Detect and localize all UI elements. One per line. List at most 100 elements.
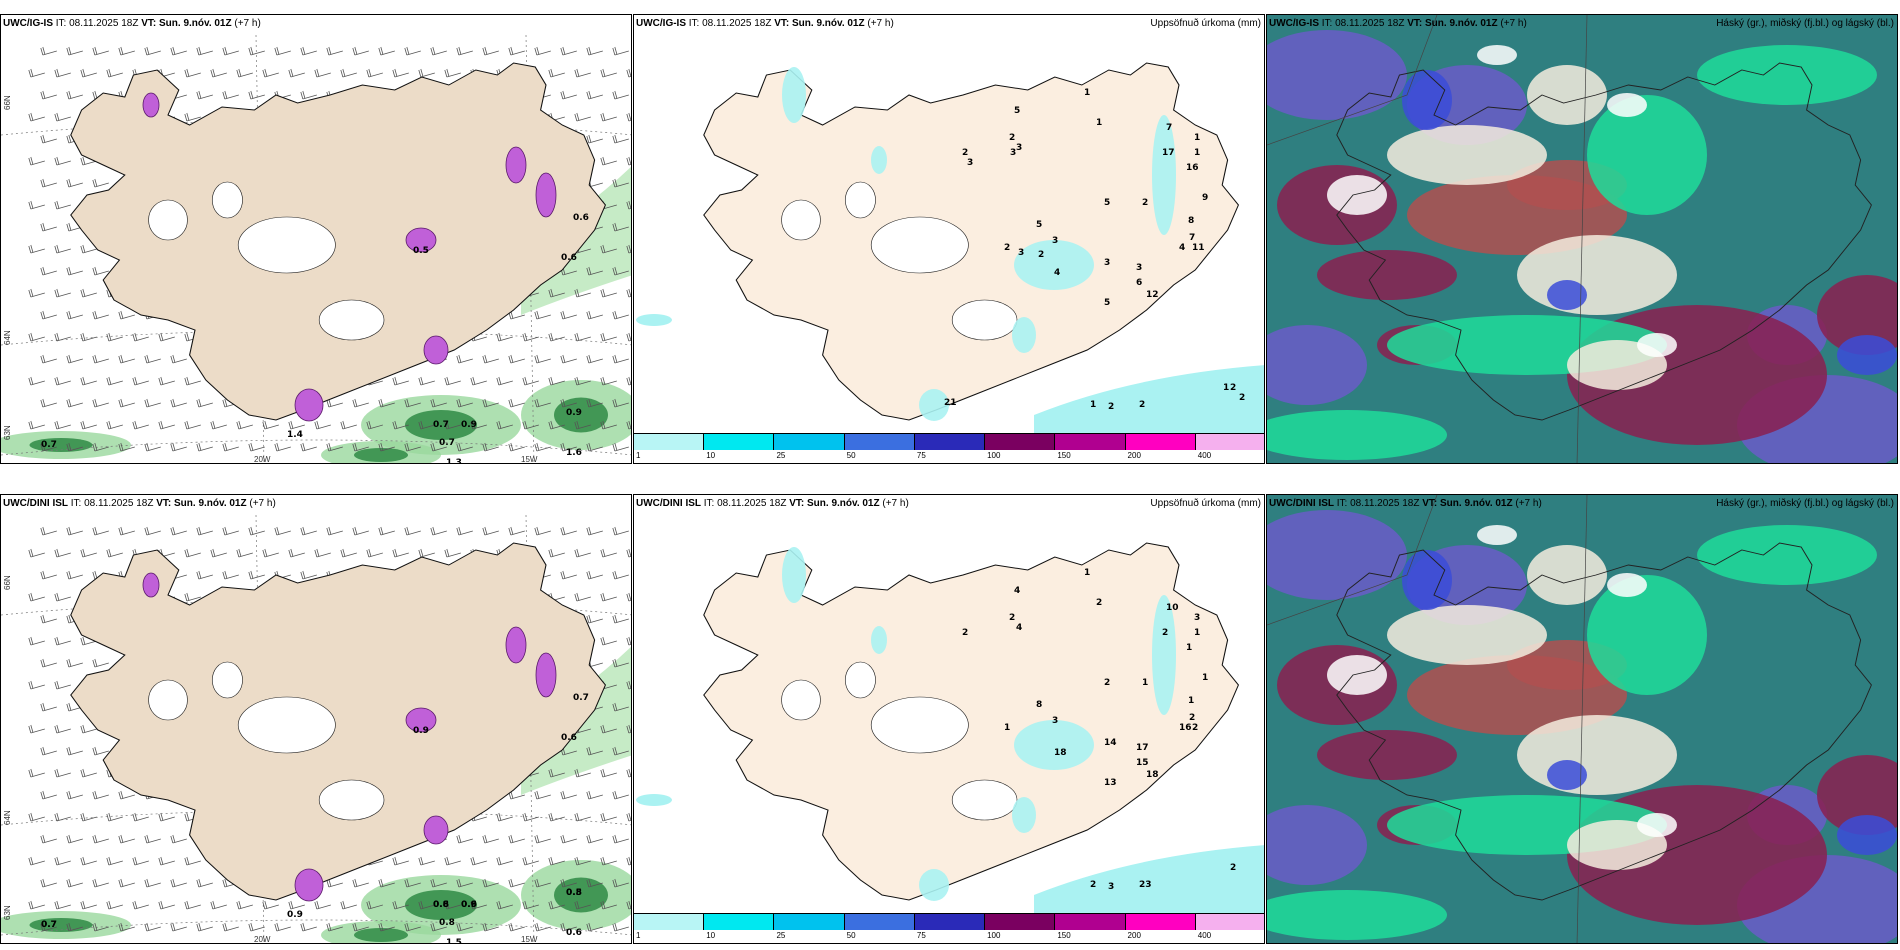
wind-barb	[600, 156, 617, 166]
colorbar-swatch	[1195, 434, 1264, 450]
wind-barb	[196, 878, 213, 888]
precip-value-label: 1	[1202, 673, 1208, 683]
cloud-layer-area	[1517, 235, 1677, 315]
precip-area-light	[1012, 797, 1036, 833]
wind-barb	[106, 548, 123, 558]
wind-barb	[184, 376, 201, 386]
wind-barb	[92, 790, 109, 800]
precip-area-light	[871, 626, 887, 654]
precip-value-label: 10	[1166, 603, 1179, 613]
precip-value-label: 18	[1054, 748, 1067, 758]
wind-barb	[418, 856, 435, 866]
wind-barb	[626, 636, 631, 646]
colorbar-tick-label: 100	[987, 931, 1001, 940]
wind-barb	[92, 922, 109, 932]
wind-barb	[626, 420, 631, 430]
wind-barb	[508, 354, 525, 364]
wind-barb	[600, 288, 617, 298]
wind-barb	[92, 354, 109, 364]
glacier-patch	[951, 779, 1018, 821]
wind-barb	[352, 398, 369, 408]
cloud-layer-area	[1387, 125, 1547, 185]
wind-barb	[248, 570, 265, 580]
wind-barb	[66, 354, 83, 364]
precip-value-label: 2	[1230, 863, 1236, 873]
wind-barb	[560, 398, 577, 408]
wind-barb	[586, 310, 603, 320]
wind-barb	[626, 376, 631, 386]
wind-barb	[548, 332, 565, 342]
wind-barb	[612, 398, 629, 408]
wind-barb	[340, 420, 357, 430]
precip-value-label: 15	[1136, 758, 1149, 768]
precip-value-label: 1	[1194, 133, 1200, 143]
lat-label-63n: 63N	[3, 425, 12, 440]
wind-barb	[132, 812, 149, 822]
precip-value-labels: 0.70.90.50.80.60.90.70.60.90.81.50.70.60…	[41, 693, 589, 943]
wind-barb	[508, 922, 525, 932]
wind-barb	[80, 420, 97, 430]
precip-value-label: 0.7	[439, 438, 455, 448]
wind-barb	[470, 376, 487, 386]
wind-barb	[288, 900, 305, 910]
precip-value-label: 0.6	[461, 900, 477, 910]
wind-barb	[170, 46, 187, 56]
precip-value-label: 14	[1104, 738, 1117, 748]
precip-value-label: 0.7	[573, 693, 589, 703]
boundary-line	[1267, 495, 1438, 626]
colorbar-swatch	[914, 914, 986, 930]
wind-barb	[612, 834, 629, 844]
wind-barb	[326, 878, 343, 888]
precip-value-label: 5	[1014, 106, 1020, 116]
wind-barb	[482, 46, 499, 56]
wind-barb	[404, 922, 421, 932]
wind-barb	[626, 592, 631, 602]
cloud-layer-area	[1402, 550, 1452, 610]
wind-barb	[106, 812, 123, 822]
cloud-layer-area	[1837, 815, 1897, 855]
wind-barb	[236, 548, 253, 558]
precip-value-label: 13	[1104, 778, 1117, 788]
precip-value-label: 0.7	[41, 920, 57, 930]
wind-barb	[626, 812, 631, 822]
wind-barb	[222, 570, 239, 580]
wind-barb	[196, 398, 213, 408]
wind-barb	[54, 288, 71, 298]
wind-barb	[626, 332, 631, 342]
wind-barb	[144, 526, 161, 536]
colorbar-tick-label: 150	[1057, 451, 1071, 460]
wind-barb	[40, 90, 57, 100]
wind-barb	[262, 420, 279, 430]
wind-barb	[184, 548, 201, 558]
wind-barb	[196, 922, 213, 932]
precip-area-light	[919, 869, 949, 901]
wind-barb	[300, 570, 317, 580]
lon-label-15w: 15W	[521, 455, 538, 464]
sea-precip-area	[1034, 845, 1264, 913]
wind-barb	[600, 724, 617, 734]
wind-barb	[274, 526, 291, 536]
wind-barb	[92, 526, 109, 536]
wind-barb	[80, 288, 97, 298]
wind-barb	[300, 442, 317, 452]
colorbar-swatch	[1055, 434, 1126, 450]
wind-barb	[28, 592, 45, 602]
wind-barb	[196, 442, 213, 452]
wind-barb	[612, 790, 629, 800]
wind-barb	[366, 548, 383, 558]
wind-barb	[612, 658, 629, 668]
wind-barb	[66, 922, 83, 932]
cloud-layer-area	[1817, 755, 1897, 835]
precip-value-label: 1	[1084, 88, 1090, 98]
cloud-layer-area	[1477, 525, 1517, 545]
precip-value-label: 2	[1230, 383, 1236, 393]
wind-barb	[28, 680, 45, 690]
precip-value-label: 7	[1166, 123, 1172, 133]
precip-value-label: 2	[1096, 598, 1102, 608]
wind-barb	[430, 398, 447, 408]
wind-barb	[210, 900, 227, 910]
precip-value-label: 2	[1139, 400, 1145, 410]
glacier-patch	[148, 679, 188, 721]
precip-area-dark-green	[405, 410, 477, 440]
wind-barb	[158, 856, 175, 866]
